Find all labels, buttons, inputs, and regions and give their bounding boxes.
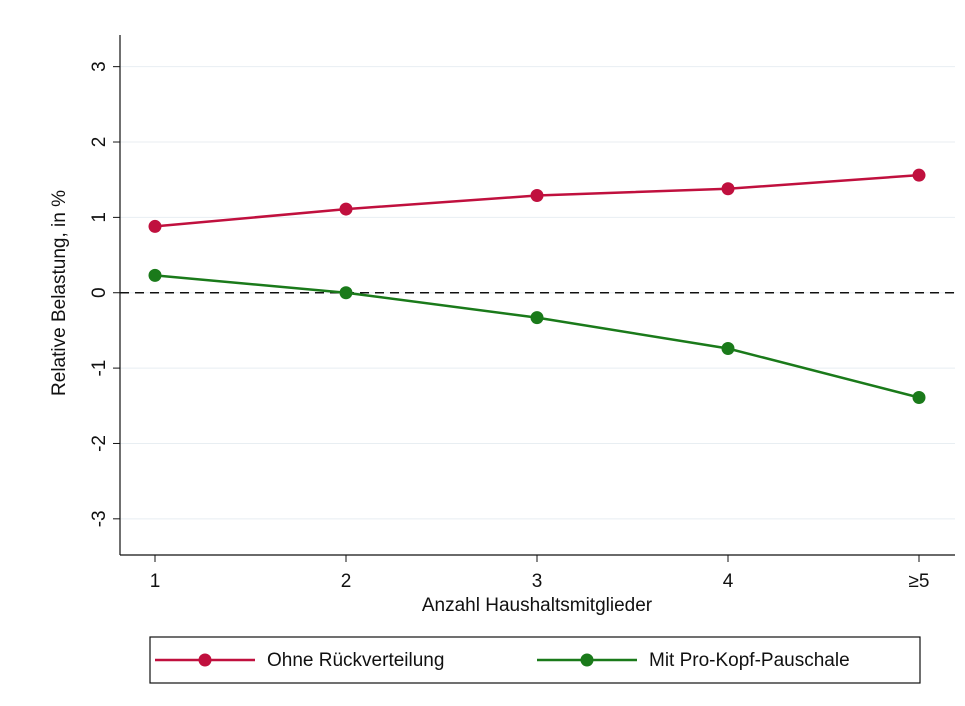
y-tick-label: -2	[89, 435, 110, 452]
x-tick-label: 2	[341, 571, 352, 592]
y-tick-label: -1	[89, 360, 110, 377]
y-tick-label: -3	[89, 510, 110, 527]
data-point	[339, 202, 353, 216]
x-axis-label: Anzahl Haushaltsmitglieder	[422, 595, 653, 616]
data-point	[339, 286, 353, 300]
x-tick-label: ≥5	[909, 571, 930, 592]
y-tick-label: 0	[89, 287, 110, 298]
data-point	[148, 268, 162, 282]
y-tick-label: 1	[89, 212, 110, 223]
x-tick-label: 4	[723, 571, 734, 592]
x-tick-label: 3	[532, 571, 543, 592]
data-point	[148, 219, 162, 233]
data-point	[721, 342, 735, 356]
data-point	[912, 168, 926, 182]
data-point	[530, 311, 544, 325]
y-axis-label: Relative Belastung, in %	[49, 190, 70, 396]
y-tick-label: 3	[89, 61, 110, 72]
legend-marker	[580, 653, 594, 667]
data-point	[721, 182, 735, 196]
legend-label: Mit Pro-Kopf-Pauschale	[649, 650, 850, 671]
legend-label: Ohne Rückverteilung	[267, 650, 444, 671]
x-tick-label: 1	[150, 571, 161, 592]
data-point	[912, 390, 926, 404]
y-tick-label: 2	[89, 137, 110, 148]
data-point	[530, 189, 544, 203]
legend-box	[149, 636, 921, 684]
legend-marker	[198, 653, 212, 667]
